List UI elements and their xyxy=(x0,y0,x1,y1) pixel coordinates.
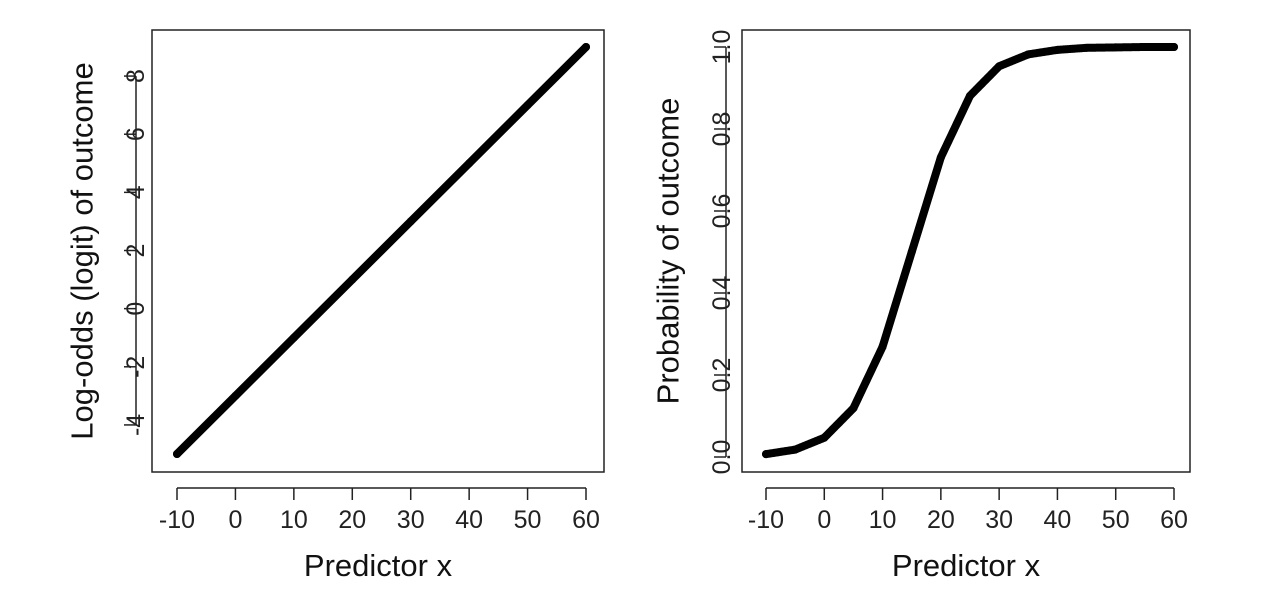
y-tick-label: 1.0 xyxy=(708,30,736,65)
data-point xyxy=(406,217,415,226)
data-point xyxy=(465,159,474,168)
y-tick-label: 0 xyxy=(122,302,150,316)
data-point xyxy=(582,43,590,51)
logit-panel: -10 0 10 20 30 40 50 60 -4 -2 0 2 4 6 8 Predictor x Log-… xyxy=(65,29,605,583)
data-point xyxy=(907,248,916,256)
data-point xyxy=(523,101,532,110)
y-tick-label: -4 xyxy=(122,414,150,436)
x-tick-label: 20 xyxy=(338,506,366,534)
x-tick-label: 10 xyxy=(869,506,897,534)
data-point xyxy=(231,391,240,400)
x-tick-label: 20 xyxy=(927,506,955,534)
y-axis-label: Probability of outcome xyxy=(651,98,686,405)
y-tick-label: 0.4 xyxy=(708,276,736,311)
data-point xyxy=(1140,43,1149,51)
y-tick-label: 2 xyxy=(122,244,150,258)
x-tick-label: 0 xyxy=(817,506,831,534)
data-point xyxy=(936,153,945,162)
x-tick-label: 60 xyxy=(572,506,600,534)
x-tick-label: 40 xyxy=(455,506,483,534)
y-tick-label: 6 xyxy=(122,127,150,141)
data-point xyxy=(1053,45,1062,54)
x-axis-label: Predictor x xyxy=(892,548,1041,583)
x-tick-label: -10 xyxy=(748,506,784,534)
y-tick-label: 0.0 xyxy=(708,440,736,475)
data-point xyxy=(173,450,181,458)
data-point xyxy=(762,450,770,459)
data-point xyxy=(995,62,1004,71)
x-tick-label: 50 xyxy=(514,506,542,534)
x-axis-label: Predictor x xyxy=(304,548,453,583)
data-point xyxy=(348,275,357,284)
x-tick-label: 30 xyxy=(397,506,425,534)
data-point xyxy=(849,404,858,413)
data-point xyxy=(791,445,800,454)
data-point xyxy=(966,91,974,100)
data-point xyxy=(878,342,887,351)
x-tick-label: 50 xyxy=(1102,506,1130,534)
y-tick-label: -2 xyxy=(122,356,150,378)
x-tick-label: -10 xyxy=(159,506,195,534)
probability-panel: -10 0 10 20 30 40 50 60 0.0 0.2 0.4 0.6 0.8 1.0 Predic… xyxy=(651,29,1191,583)
data-point xyxy=(820,433,829,442)
x-tick-label: 30 xyxy=(985,506,1013,534)
data-point xyxy=(1024,50,1033,59)
x-tick-label: 60 xyxy=(1160,506,1188,534)
data-point xyxy=(1170,43,1178,51)
y-tick-label: 0.2 xyxy=(708,358,736,393)
y-axis-label: Log-odds (logit) of outcome xyxy=(65,62,100,439)
y-tick-label: 0.8 xyxy=(708,112,736,147)
y-tick-label: 8 xyxy=(122,69,150,83)
x-tick-label: 10 xyxy=(280,506,308,534)
y-tick-label: 4 xyxy=(122,185,150,199)
y-tick-label: 0.6 xyxy=(708,194,736,229)
x-tick-label: 40 xyxy=(1044,506,1072,534)
data-point xyxy=(1082,43,1091,52)
data-point xyxy=(289,333,298,342)
series-line xyxy=(173,43,590,458)
data-point xyxy=(1111,43,1120,52)
x-tick-label: 0 xyxy=(228,506,242,534)
